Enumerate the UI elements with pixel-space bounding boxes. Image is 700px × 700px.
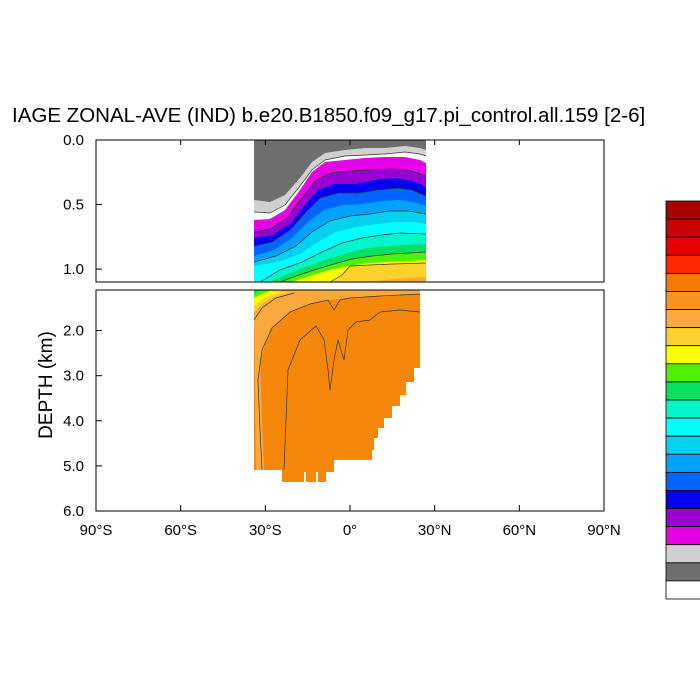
band-lower-green	[254, 290, 262, 294]
x-axis: 90°S 60°S 30°S 0° 30°N 60°N 90°N	[80, 140, 621, 539]
colorbar-swatch	[665, 435, 700, 455]
band-deep-orange	[254, 290, 420, 482]
bottom-notch-3	[304, 472, 306, 484]
bottom-notch-4	[316, 472, 318, 484]
colorbar-swatch	[665, 381, 700, 401]
colorbar-swatch	[665, 200, 700, 220]
colorbar-swatch	[665, 399, 700, 419]
upper-contours	[253, 151, 427, 282]
colorbar-swatch	[665, 508, 700, 528]
bottom-notch-2	[268, 470, 272, 484]
upper-panel	[253, 140, 427, 282]
colorbar-swatch	[665, 453, 700, 473]
band-light-orange	[360, 277, 426, 282]
band-lower-lime	[254, 290, 272, 298]
lower-y-tick-label: 4.0	[63, 413, 84, 430]
x-tick-label: 30°N	[418, 522, 452, 539]
x-tick-label: 90°S	[80, 522, 113, 539]
band-lower-light	[254, 290, 420, 470]
colorbar-swatch	[665, 272, 700, 292]
x-tick-label: 60°N	[503, 522, 537, 539]
lower-y-tick-label: 6.0	[63, 503, 84, 520]
colorbar-swatch	[665, 291, 700, 310]
colorbar-swatch	[665, 526, 700, 546]
x-tick-label: 60°S	[164, 522, 197, 539]
colorbar	[665, 200, 700, 600]
colorbar-swatch	[665, 490, 700, 509]
upper-y-tick-label: 0.0	[63, 132, 84, 149]
colorbar-swatch	[665, 218, 700, 238]
upper-y-tick-label: 1.0	[63, 261, 84, 278]
lower-panel	[253, 290, 421, 484]
colorbar-swatch	[665, 345, 700, 365]
x-tick-label: 30°S	[249, 522, 282, 539]
upper-y-axis: 0.0 0.5 1.0	[63, 132, 102, 278]
lower-y-tick-label: 5.0	[63, 458, 84, 475]
x-tick-label: 0°	[343, 522, 357, 539]
chart-title: IAGE ZONAL-AVE (IND) b.e20.B1850.f09_g17…	[12, 104, 646, 127]
bottom-notch-1	[258, 470, 262, 484]
lower-y-tick-label: 2.0	[63, 323, 84, 340]
colorbar-swatch	[665, 417, 700, 437]
colorbar-swatch	[665, 327, 700, 347]
colorbar-swatch	[665, 580, 700, 600]
band-gold	[330, 263, 426, 282]
lower-y-axis: 2.0 3.0 4.0 5.0 6.0	[63, 323, 102, 520]
colorbar-swatch	[665, 544, 700, 564]
lower-y-tick-label: 3.0	[63, 368, 84, 385]
colorbar-swatch	[665, 236, 700, 256]
upper-y-tick-label: 0.5	[63, 197, 84, 214]
colorbar-swatch	[665, 471, 700, 491]
colorbar-swatch	[665, 254, 700, 274]
y-axis-label: DEPTH (km)	[36, 331, 57, 439]
lower-contours	[253, 292, 421, 471]
x-tick-label: 90°N	[587, 522, 621, 539]
colorbar-swatch	[665, 363, 700, 383]
colorbar-swatch	[665, 309, 700, 329]
colorbar-swatch	[665, 562, 700, 582]
